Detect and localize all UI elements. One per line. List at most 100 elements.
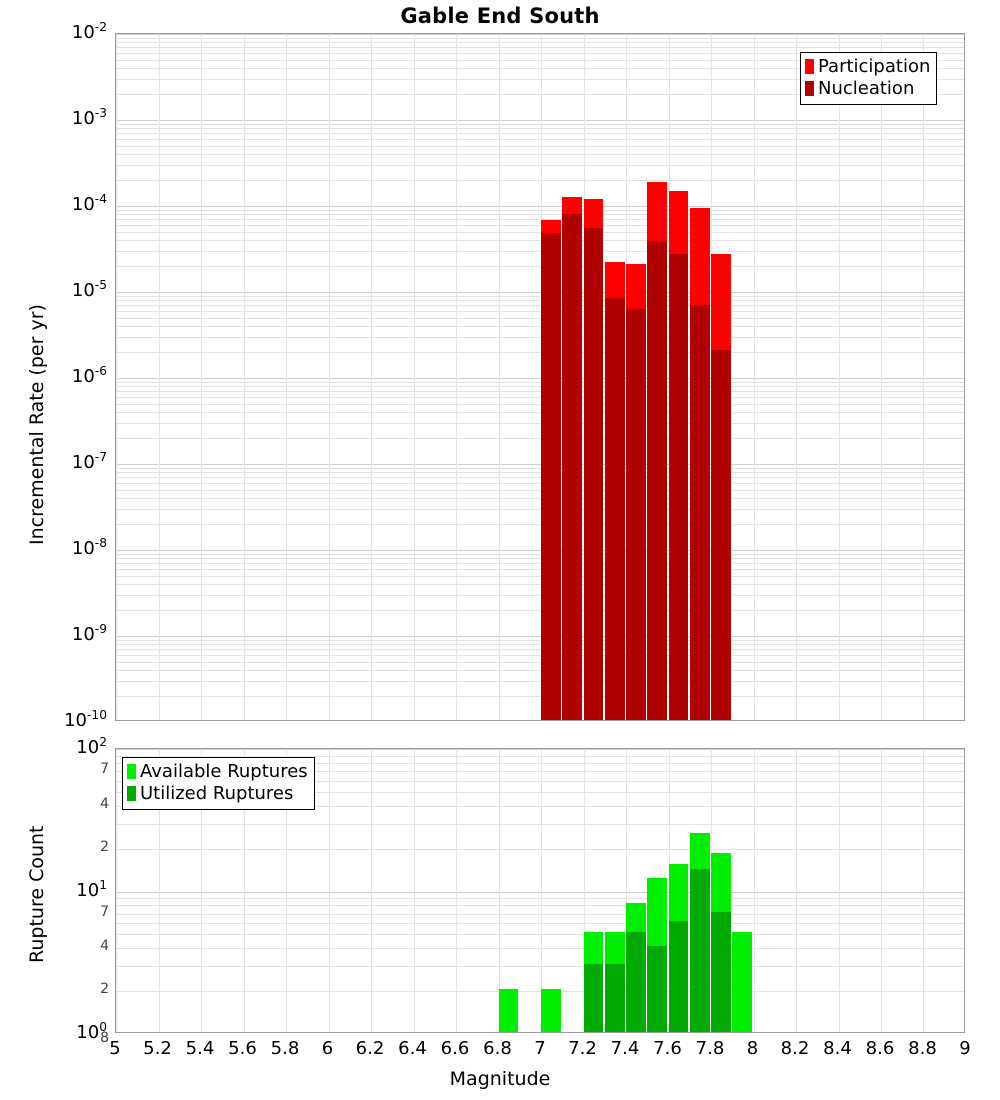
x-tick-label: 7.2 [568, 1038, 597, 1059]
y-tick-label-top: 10-7 [71, 450, 107, 473]
gridline-horizontal [116, 128, 964, 129]
gridline-horizontal [116, 914, 964, 915]
x-tick-label: 5.2 [143, 1038, 172, 1059]
page-title: Gable End South [400, 4, 600, 28]
gridline-vertical [116, 34, 117, 720]
gridline-horizontal [116, 124, 964, 125]
gridline-horizontal [116, 378, 964, 379]
bar-rupture-count [626, 749, 646, 1032]
bar-incremental-rate [562, 34, 582, 720]
y-tick-label-top: 10-2 [71, 20, 107, 43]
gridline-horizontal [116, 595, 964, 596]
gridline-vertical [286, 34, 287, 720]
gridline-horizontal [116, 554, 964, 555]
gridline-vertical [414, 749, 415, 1032]
gridline-vertical [371, 749, 372, 1032]
bar-incremental-rate [626, 34, 646, 720]
bar-segment-nucleation [562, 214, 582, 720]
gridline-vertical [923, 749, 924, 1032]
bar-segment-utilized-ruptures [604, 964, 625, 1032]
gridline-horizontal [116, 42, 964, 43]
gridline-vertical [499, 749, 500, 1032]
x-tick-label: 5 [109, 1038, 121, 1059]
bar-segment-utilized-ruptures [647, 946, 667, 1032]
gridline-horizontal [116, 68, 964, 69]
bar-rupture-count [647, 749, 667, 1032]
gridline-horizontal [116, 849, 964, 850]
y-tick-label-top: 10-4 [71, 192, 107, 215]
bar-segment-nucleation [647, 241, 667, 720]
gridline-horizontal [116, 670, 964, 671]
gridline-horizontal [116, 991, 964, 992]
gridline-vertical [329, 749, 330, 1032]
y-tick-label-bottom: 101 [76, 877, 107, 901]
bar-segment-nucleation [541, 233, 561, 720]
gridline-horizontal [116, 550, 964, 551]
gridline-horizontal [116, 214, 964, 215]
y-tick-label-top: 10-10 [64, 708, 107, 731]
gridline-vertical [116, 749, 117, 1032]
bar-segment-nucleation [604, 298, 625, 720]
bar-segment-nucleation [668, 254, 689, 720]
gridline-vertical [839, 749, 840, 1032]
gridline-horizontal [116, 771, 964, 772]
gridline-vertical [456, 749, 457, 1032]
gridline-horizontal [116, 382, 964, 383]
y-tick-label-bottom: 102 [76, 735, 107, 758]
bar-segment-nucleation [626, 309, 646, 720]
gridline-horizontal [116, 763, 964, 764]
x-tick-label: 5.4 [185, 1038, 215, 1059]
gridline-vertical [201, 749, 202, 1032]
gridline-horizontal [116, 53, 964, 54]
gridline-horizontal [116, 165, 964, 166]
x-tick-label: 8 [746, 1038, 759, 1059]
gridline-horizontal [116, 756, 964, 757]
gridline-horizontal [116, 232, 964, 233]
gridline-vertical [329, 34, 330, 720]
x-tick-label: 7 [534, 1038, 546, 1059]
y-tick-label-minor-bottom: 4 [100, 938, 109, 955]
gridline-horizontal [116, 318, 964, 319]
bar-rupture-count [668, 749, 689, 1032]
y-tick-label-minor-bottom: 2 [100, 981, 109, 998]
gridline-horizontal [116, 806, 964, 807]
gridline-vertical [159, 749, 160, 1032]
gridline-horizontal [116, 824, 964, 825]
incremental-rate-plot-area [115, 33, 965, 721]
gridline-horizontal [116, 206, 964, 207]
gridline-vertical [754, 749, 755, 1032]
gridline-vertical [796, 34, 797, 720]
bar-incremental-rate [711, 34, 731, 720]
gridline-horizontal [116, 120, 964, 121]
legend-bottom: Available Ruptures Utilized Ruptures [122, 757, 315, 810]
bar-segment-utilized-ruptures [689, 868, 710, 1032]
bar-segment-utilized-ruptures [583, 964, 604, 1032]
gridline-horizontal [116, 498, 964, 499]
bar-segment-nucleation [711, 350, 731, 720]
y-tick-label-minor-bottom: 8 [100, 1030, 109, 1046]
gridline-horizontal [116, 898, 964, 899]
gridline-horizontal [116, 305, 964, 306]
legend-item: Available Ruptures [127, 761, 308, 783]
gridline-horizontal [116, 477, 964, 478]
bar-segment-utilized-ruptures [668, 921, 689, 1032]
bar-segment-utilized-ruptures [626, 932, 646, 1032]
gridline-horizontal [116, 391, 964, 392]
bar-segment-nucleation [583, 228, 604, 720]
x-tick-label: 8.4 [823, 1038, 852, 1059]
legend-swatch-icon [127, 786, 136, 802]
gridline-horizontal [116, 892, 964, 893]
y-tick-label-minor-bottom: 2 [100, 838, 109, 855]
x-tick-label: 6 [321, 1038, 334, 1059]
gridline-horizontal [116, 781, 964, 782]
gridline-vertical [201, 34, 202, 720]
bar-segment-nucleation [689, 304, 710, 720]
bar-rupture-count [689, 749, 710, 1032]
gridline-horizontal [116, 662, 964, 663]
bar-incremental-rate [647, 34, 667, 720]
gridline-horizontal [116, 640, 964, 641]
bar-segment-utilized-ruptures [711, 911, 731, 1032]
x-tick-label: 7.6 [653, 1038, 682, 1059]
legend-item-label: Utilized Ruptures [140, 782, 294, 804]
bar-rupture-count [541, 749, 561, 1032]
